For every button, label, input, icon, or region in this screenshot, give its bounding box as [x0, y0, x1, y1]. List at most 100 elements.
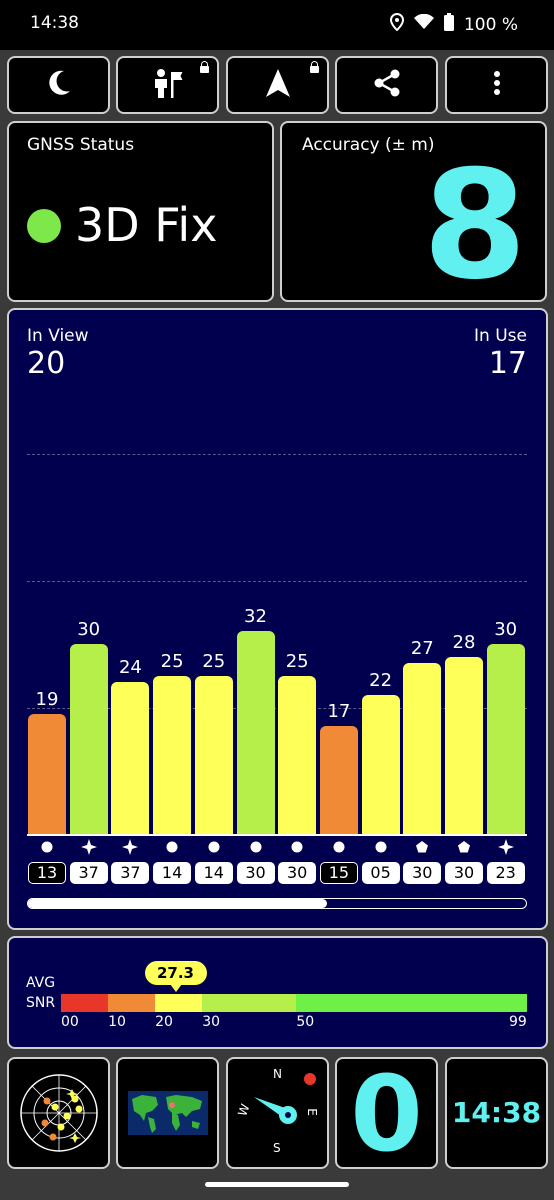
constellation-pentagon-icon [412, 838, 432, 856]
constellation-circle-icon [37, 838, 57, 856]
signal-bar [445, 656, 483, 834]
sky-plot-button[interactable] [7, 1057, 110, 1169]
wifi-icon [413, 13, 434, 35]
compass-needle-icon [250, 1091, 300, 1135]
share-icon [372, 68, 402, 102]
more-button[interactable] [445, 56, 548, 114]
signal-bar-value: 27 [410, 638, 434, 660]
world-map-icon [128, 1091, 208, 1139]
constellation-circle-icon [371, 838, 391, 856]
night-mode-button[interactable] [7, 56, 110, 114]
chart-scrollbar[interactable] [27, 898, 527, 909]
signal-bar-value: 17 [327, 701, 351, 723]
signal-bar [28, 713, 66, 834]
constellation-star-icon [496, 838, 516, 856]
constellation-star-icon [120, 838, 140, 856]
signal-bar [69, 644, 108, 834]
fix-status-dot [27, 209, 61, 243]
snr-tick-label: 00 [61, 1014, 79, 1030]
snr-label-avg: AVG [26, 975, 56, 991]
satellite-prn-label: 30 [236, 862, 275, 884]
satellite-prn-label: 05 [361, 862, 400, 884]
snr-tick-label: 99 [509, 1014, 527, 1030]
in-use-count: 17 [488, 346, 527, 381]
snr-average-badge: 27.3 [144, 961, 207, 992]
satellite-prn-label: 13 [28, 862, 66, 884]
sun-marker-icon [304, 1073, 316, 1085]
constellation-pentagon-icon [454, 838, 474, 856]
snr-segment [202, 994, 297, 1012]
signal-bar [361, 694, 400, 834]
compass-north: N [273, 1067, 282, 1081]
signal-bar-value: 25 [202, 650, 226, 672]
accuracy-label: Accuracy (± m) [302, 135, 435, 155]
compass-east: E [304, 1108, 319, 1116]
snr-segment [296, 994, 527, 1012]
home-gesture-bar[interactable] [205, 1182, 349, 1187]
signal-bar [153, 675, 192, 834]
count-button[interactable]: 0 [335, 1053, 438, 1175]
battery-icon [443, 13, 454, 36]
satellite-prn-label: 14 [153, 862, 192, 884]
signal-bar-value: 25 [285, 650, 309, 672]
signal-bar-value: 32 [244, 606, 267, 628]
snr-average-value: 27.3 [156, 964, 194, 982]
location-icon [389, 12, 404, 36]
in-view-label: In View [27, 326, 89, 346]
status-time: 14:38 [30, 13, 79, 33]
signal-bar-value: 22 [369, 669, 393, 691]
grid-line [27, 581, 527, 582]
lock-icon [200, 61, 209, 73]
gnss-status-label: GNSS Status [27, 135, 135, 155]
constellation-circle-icon [287, 838, 307, 856]
more-vert-icon [493, 70, 501, 100]
snr-tick-label: 50 [296, 1014, 315, 1030]
grid-line [27, 454, 527, 455]
signal-bar [319, 726, 358, 834]
accuracy-tile[interactable]: Accuracy (± m) 8 [280, 121, 547, 302]
satellite-prn-label: 30 [445, 862, 483, 884]
navigation-button[interactable] [226, 56, 329, 114]
signal-bar-value: 30 [494, 619, 518, 641]
grid-line [27, 708, 527, 709]
chart-scroll-thumb[interactable] [28, 899, 327, 908]
signal-bar [111, 682, 150, 834]
snr-segment [61, 994, 109, 1012]
signal-bar-value: 30 [77, 619, 101, 641]
count-value: 0 [350, 1053, 423, 1175]
signal-bar [278, 675, 317, 834]
satellite-prn-label: 30 [278, 862, 317, 884]
lock-icon [310, 61, 319, 73]
satellite-prn-label: 14 [194, 862, 233, 884]
signal-bar [403, 663, 442, 834]
guide-button[interactable] [116, 56, 219, 114]
constellation-circle-icon [246, 838, 266, 856]
satellite-prn-label: 15 [319, 862, 358, 884]
snr-segment [155, 994, 203, 1012]
share-button[interactable] [335, 56, 438, 114]
clock-button[interactable]: 14:38 [445, 1057, 548, 1169]
constellation-star-icon [79, 838, 99, 856]
satellite-prn-label: 30 [403, 862, 442, 884]
signal-bar-value: 19 [35, 688, 59, 710]
signal-bar-value: 28 [452, 631, 476, 653]
chart-baseline [27, 834, 527, 836]
world-map-button[interactable] [116, 1057, 219, 1169]
constellation-circle-icon [204, 838, 224, 856]
signal-bar [486, 644, 525, 834]
compass-button[interactable]: N E S W [226, 1057, 329, 1169]
moon-icon [46, 69, 72, 101]
signal-bar [194, 675, 233, 834]
compass-south: S [273, 1141, 281, 1155]
snr-label-snr: SNR [26, 995, 56, 1011]
gnss-status-tile[interactable]: GNSS Status 3D Fix [7, 121, 274, 302]
constellation-circle-icon [329, 838, 349, 856]
navigation-arrow-icon [265, 68, 291, 102]
snr-segment [108, 994, 156, 1012]
sky-plot-icon [17, 1071, 101, 1159]
snr-tick-label: 10 [108, 1014, 126, 1030]
in-view-count: 20 [27, 346, 66, 381]
snr-panel[interactable] [7, 936, 548, 1049]
satellite-prn-label: 23 [486, 862, 525, 884]
fix-status-value: 3D Fix [75, 198, 218, 252]
